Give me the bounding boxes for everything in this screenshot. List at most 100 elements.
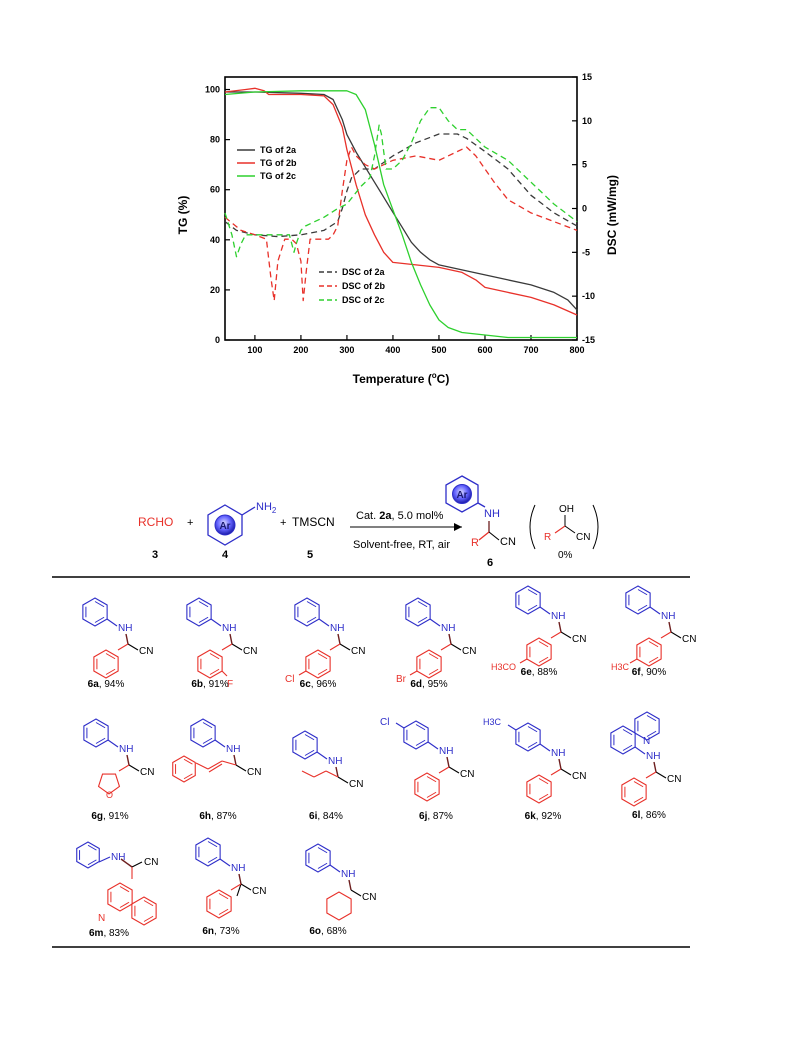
aniline-ring: [515, 585, 541, 615]
product-6g: NH CN O 6g, 91%: [83, 718, 154, 822]
bond: [221, 643, 233, 651]
product-yield: , 92%: [536, 811, 562, 822]
legend: TG of 2a TG of 2b TG of 2c DSC of 2a DSC of …: [237, 145, 386, 305]
svg-text:NH2: NH2: [256, 501, 277, 515]
bond: [339, 643, 351, 651]
aniline-ring: [186, 597, 212, 627]
double-bond: [202, 737, 213, 744]
bond: [539, 606, 551, 615]
double-bond: [415, 724, 426, 731]
product-yield: , 83%: [103, 928, 129, 939]
bond: [560, 768, 572, 776]
bond: [127, 643, 139, 651]
product-id: 6m: [89, 928, 104, 939]
reagent-tmscn: TMSCN: [292, 515, 335, 529]
cn-label: CN: [667, 774, 681, 785]
aniline-ring: [82, 597, 108, 627]
product-id: 6l: [632, 810, 641, 821]
double-bond: [527, 604, 538, 611]
bond: [316, 751, 328, 760]
condition-catalyst: 2a: [379, 510, 392, 522]
y-tick-label: 20: [210, 285, 220, 295]
cn-label: CN: [144, 857, 158, 868]
product-6a: NH CN 6a, 94%: [82, 597, 153, 690]
y-tick-label: 40: [210, 235, 220, 245]
double-bond: [637, 604, 648, 611]
bond: [236, 883, 242, 897]
bond: [668, 621, 672, 633]
nh-label: NH: [551, 748, 565, 759]
product-label: 6a, 94%: [88, 679, 125, 690]
x-tick-label: 500: [431, 345, 446, 355]
x-axis-label: Temperature (oC): [353, 371, 450, 386]
bond: [106, 618, 118, 627]
legend-label: DSC of 2b: [342, 281, 386, 291]
compound-label-4: 4: [222, 549, 229, 561]
y-tick-label: 0: [215, 335, 220, 345]
product-6n: NH CN 6n, 73%: [195, 837, 266, 937]
double-bond: [415, 739, 426, 746]
bond: [550, 631, 562, 639]
x-tick-label: 400: [385, 345, 400, 355]
condition-loading: , 5.0 mol%: [391, 510, 443, 522]
reaction-equation: RCHO + + TMSCN Ar NH2 3 4 5 Cat. 2a, 5.0…: [138, 475, 599, 569]
product-id: 6f: [632, 667, 642, 678]
double-bond: [119, 886, 130, 893]
bond: [107, 739, 119, 748]
bond: [539, 743, 551, 752]
product-label: 6l, 86%: [632, 810, 666, 821]
cn-label: CN: [252, 886, 266, 897]
bond: [318, 618, 330, 627]
bond: [221, 760, 237, 766]
product-6j: NH CN Cl 6j, 87%: [380, 717, 474, 822]
product-yield: , 95%: [422, 679, 448, 690]
nitrogen-label: N: [643, 736, 650, 747]
bond: [208, 763, 223, 773]
cn-label: CN: [576, 532, 590, 543]
product-label: 6k, 92%: [525, 811, 562, 822]
bond: [629, 658, 638, 664]
double-bond: [207, 841, 218, 848]
double-bond: [94, 601, 105, 608]
cn-label: CN: [243, 646, 257, 657]
cn-label: CN: [500, 536, 516, 548]
condition-solvent: Solvent-free, RT, air: [353, 539, 450, 551]
product-6e: NH CN H3CO 6e, 88%: [491, 585, 586, 678]
bond: [653, 761, 657, 773]
bond: [329, 643, 341, 651]
product-yield: , 84%: [317, 811, 343, 822]
double-bond: [538, 793, 549, 800]
double-bond: [538, 656, 549, 663]
bond: [98, 856, 111, 863]
product-label: 6b, 91%: [191, 679, 228, 690]
product-label: 6m, 83%: [89, 928, 129, 939]
nh-label: NH: [341, 869, 355, 880]
product-6i: NH CN 6i, 84%: [292, 730, 363, 822]
bond: [448, 766, 460, 774]
svg-text:Cat. 2a, 5.0 mol%: Cat. 2a, 5.0 mol%: [356, 510, 444, 522]
double-bond: [183, 773, 193, 780]
tg-dsc-chart: 100 200 300 400 500 600 700 800020406080100-15-…: [176, 72, 619, 386]
double-bond: [183, 758, 193, 765]
double-bond: [198, 616, 209, 623]
plus-sign: +: [280, 517, 286, 529]
double-bond: [207, 856, 218, 863]
aryl-ring: [526, 774, 552, 804]
product-yield: , 86%: [640, 810, 666, 821]
series-line-dsc-of-2b: [224, 146, 578, 302]
y2-tick-label: -10: [582, 291, 595, 301]
quinoline-ring-a: [610, 725, 636, 755]
double-bond: [538, 641, 549, 648]
cn-label: CN: [247, 767, 261, 778]
nh-label: NH: [661, 611, 675, 622]
double-bond: [428, 653, 439, 660]
y-tick-label: 100: [205, 85, 220, 95]
double-bond: [218, 908, 229, 915]
product-id: 6b: [191, 679, 203, 690]
double-bond: [209, 668, 220, 675]
double-bond: [633, 796, 644, 803]
product-label: 6e, 88%: [521, 667, 558, 678]
bond: [440, 643, 452, 651]
